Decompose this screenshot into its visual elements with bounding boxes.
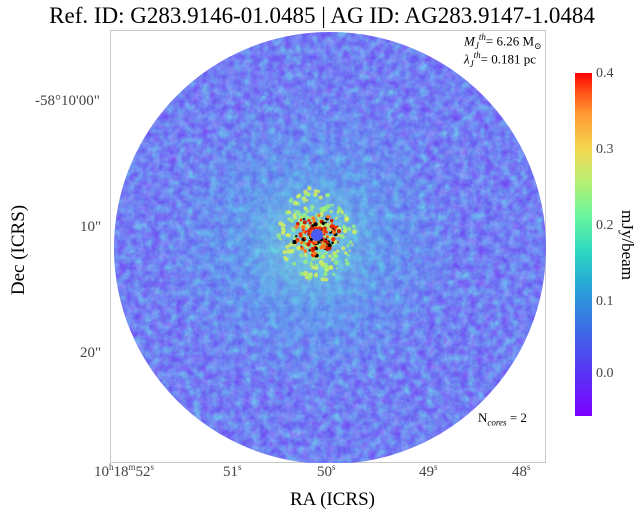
colorbar-tick: 0.2 (596, 218, 614, 233)
jeans-mass-annotation: MJth= 6.26 M⊙ (464, 32, 542, 51)
jeans-length-annotation: λJth= 0.181 pc (464, 50, 537, 69)
colorbar-tick: 0.0 (596, 366, 614, 381)
colorbar-label: mJy/beam (618, 210, 637, 280)
y-axis-label-wrap: Dec (ICRS) (5, 170, 33, 330)
x-tick-label: 50s (317, 462, 336, 480)
figure-title: Ref. ID: G283.9146-01.0485 | AG ID: AG28… (49, 3, 595, 28)
intensity-map (114, 32, 546, 463)
colorbar (575, 73, 592, 416)
x-tick-label: 10h18m52s (94, 462, 155, 480)
x-tick-label: 51s (223, 462, 242, 480)
x-tick-label: 49s (419, 462, 438, 480)
x-tick-label: 48s (512, 462, 531, 480)
core-emission-region (276, 186, 357, 282)
colorbar-label-wrap: mJy/beam (613, 175, 641, 315)
x-axis-label: RA (ICRS) (290, 489, 375, 510)
y-tick-label: 10" (80, 219, 102, 235)
colorbar-tick: 0.3 (596, 142, 614, 157)
y-axis-label: Dec (ICRS) (8, 204, 29, 296)
y-tick-label: -58°10'00" (35, 93, 100, 109)
colorbar-tick: 0.1 (596, 294, 614, 309)
map-disc (114, 32, 546, 463)
colorbar-tick: 0.4 (596, 66, 614, 81)
y-tick-label: 20" (80, 345, 102, 361)
core-count-annotation: Ncores = 2 (478, 410, 527, 428)
